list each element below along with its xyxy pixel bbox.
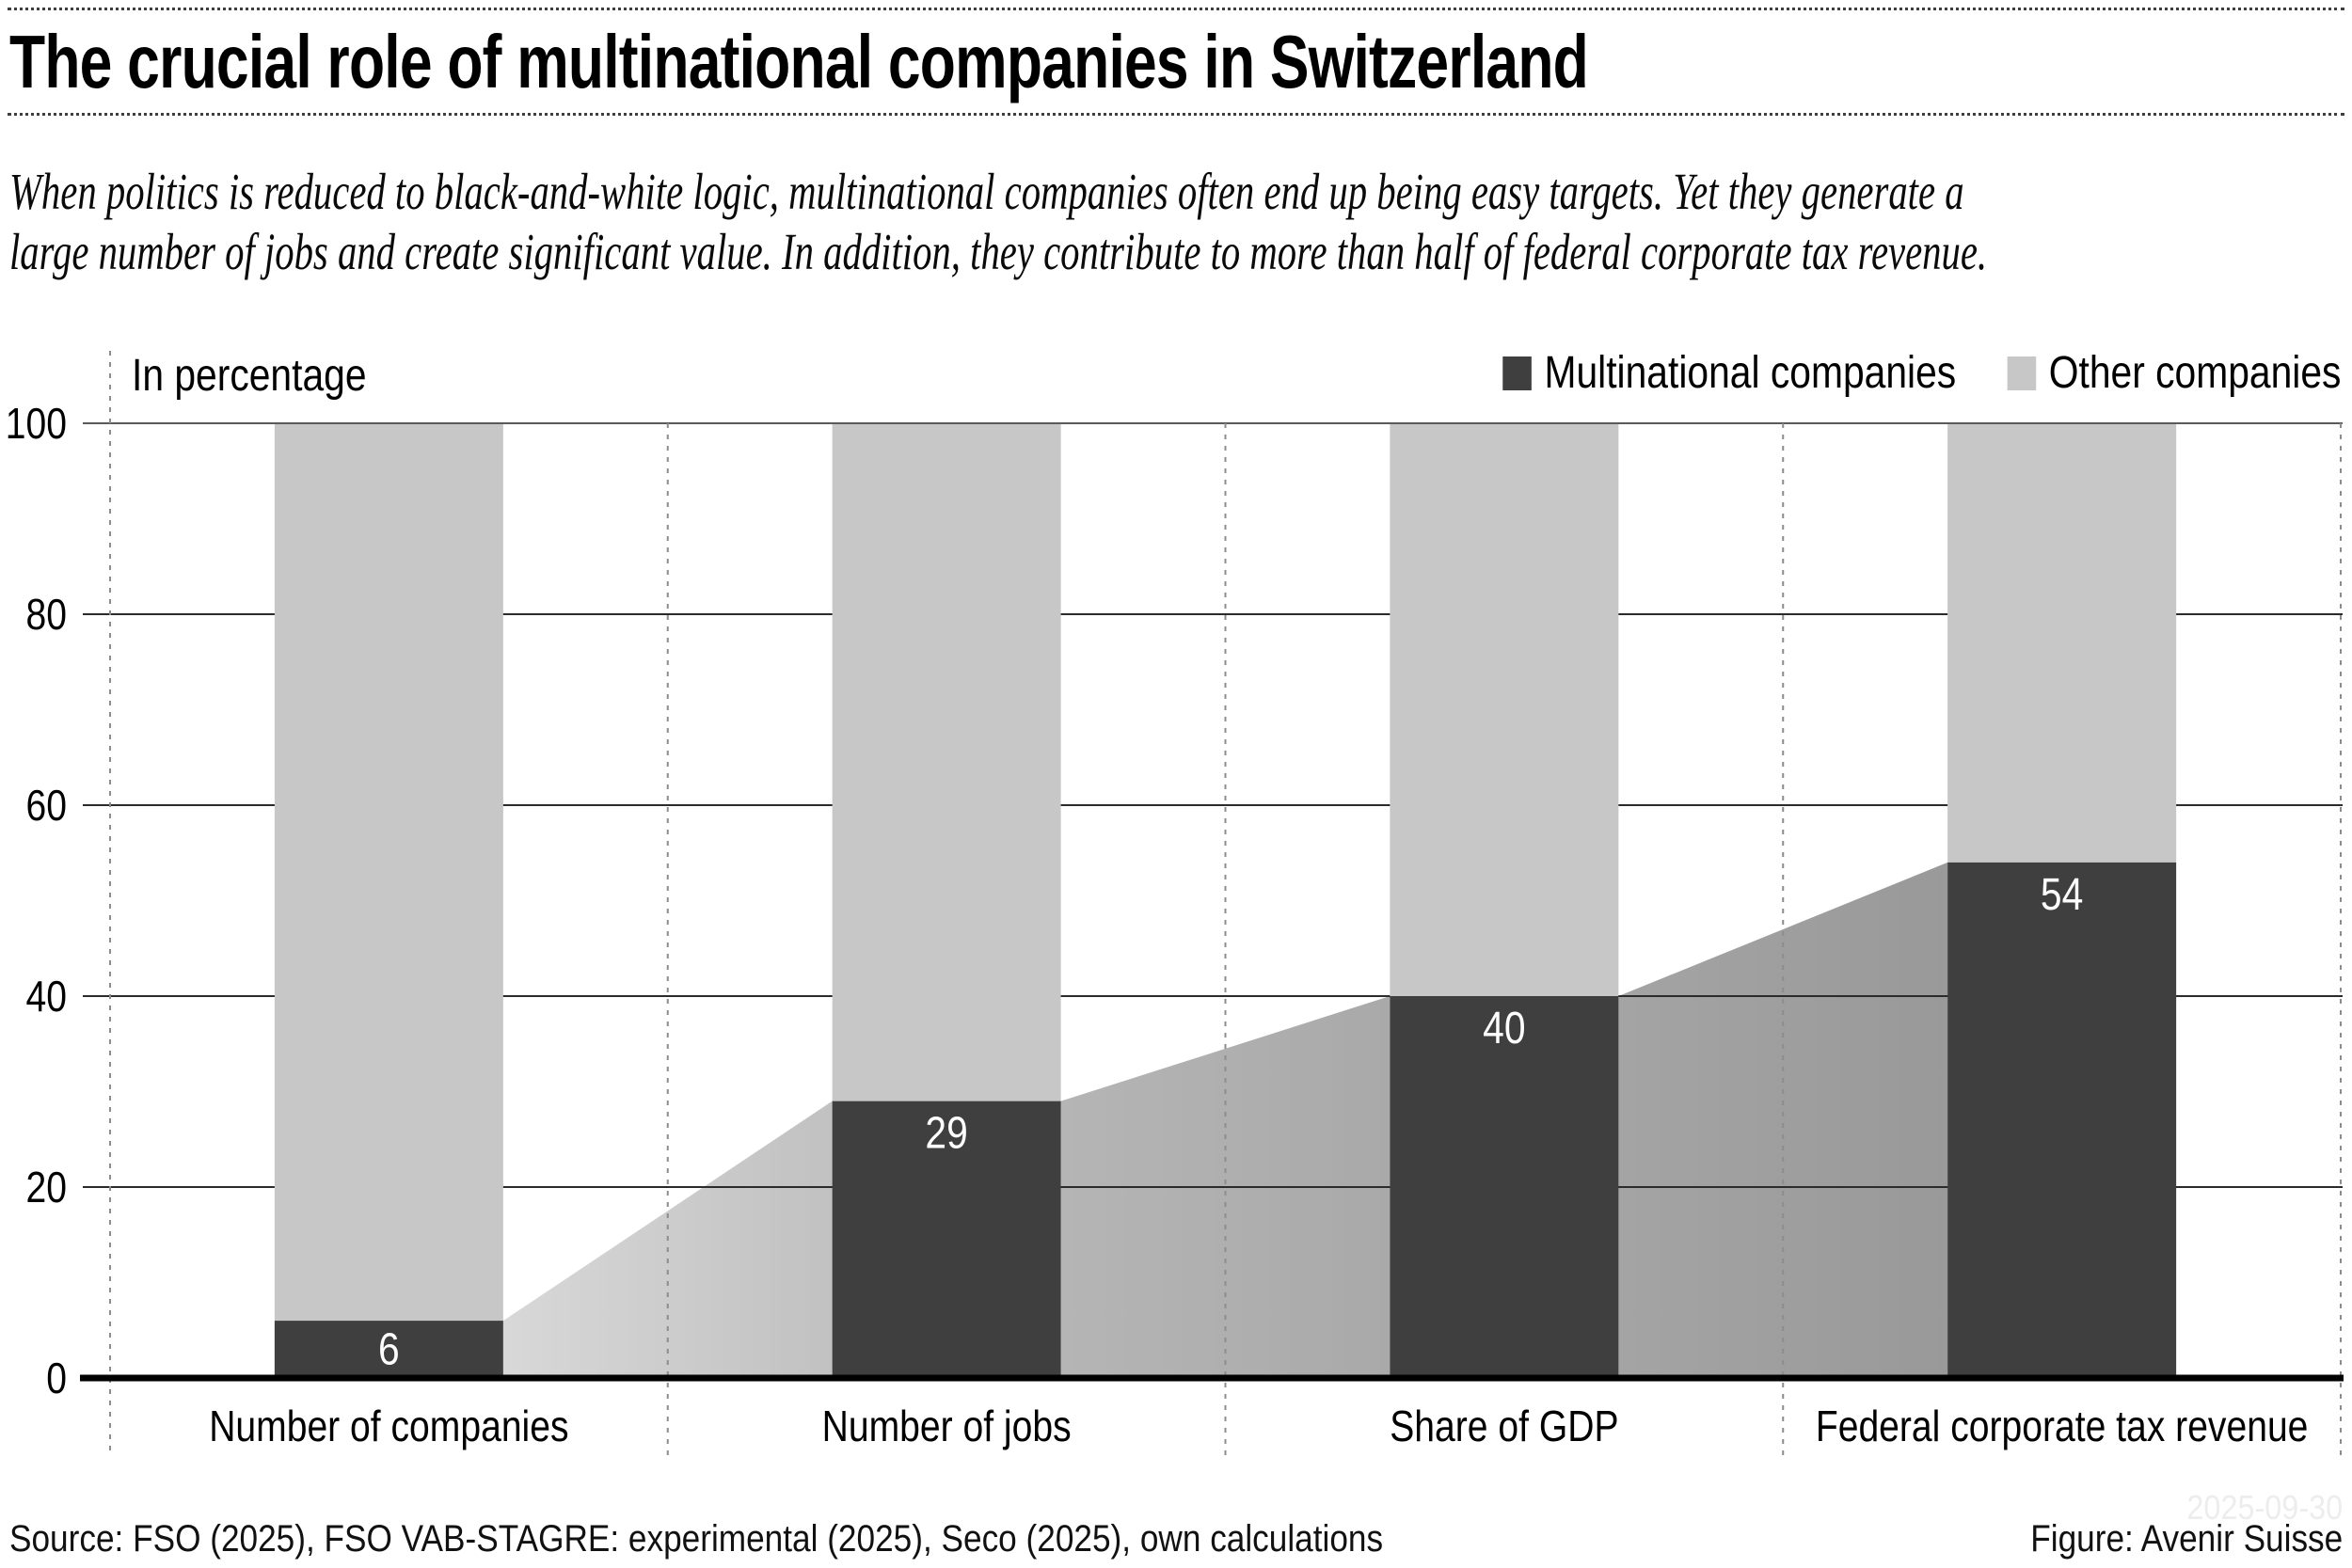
x-category-label: Share of GDP (1390, 1402, 1618, 1451)
bar-value-label: 54 (2041, 870, 2083, 920)
x-category-label: Federal corporate tax revenue (1816, 1402, 2309, 1451)
x-category-label: Number of jobs (822, 1402, 1072, 1451)
y-tick-label: 40 (26, 973, 67, 1022)
x-category-label: Number of companies (209, 1402, 568, 1451)
chart-subtitle-line2: large number of jobs and create signific… (9, 223, 1988, 280)
bar-multinational-segment (1947, 862, 2177, 1378)
title-dotted-rule (8, 113, 2344, 116)
bar-multinational-segment (1390, 996, 1619, 1378)
y-tick-label: 0 (46, 1354, 67, 1403)
legend-item-multinational: Multinational companies (1502, 347, 1956, 399)
bar-other-segment (832, 423, 1061, 1101)
bar-value-label: 40 (1483, 1004, 1525, 1053)
bar-multinational-segment (832, 1101, 1061, 1378)
bar-other-segment (1390, 423, 1619, 996)
chart-legend: Multinational companies Other companies (1502, 347, 2341, 399)
watermark-date: 2025-09-30 (2186, 1488, 2343, 1527)
legend-swatch-other-icon (2007, 356, 2036, 390)
source-text: Source: FSO (2025), FSO VAB-STAGRE: expe… (9, 1518, 1384, 1560)
y-tick-label: 20 (26, 1164, 67, 1212)
bar-value-label: 29 (925, 1109, 967, 1159)
bar-value-label: 6 (378, 1325, 400, 1375)
legend-item-other: Other companies (2007, 347, 2341, 399)
bar-other-segment (1947, 423, 2177, 863)
legend-swatch-multinational-icon (1502, 356, 1532, 390)
y-tick-label: 100 (6, 400, 67, 449)
legend-label-multinational: Multinational companies (1544, 348, 1956, 398)
figure-credit-text: Figure: Avenir Suisse (2030, 1518, 2343, 1560)
connector-area (1618, 862, 1948, 1378)
y-tick-label: 80 (26, 591, 67, 640)
legend-label-other: Other companies (2048, 348, 2341, 398)
y-axis-unit-label: In percentage (132, 351, 367, 401)
bar-other-segment (274, 423, 503, 1322)
chart-subtitle-line1: When politics is reduced to black-and-wh… (9, 163, 1964, 220)
page-title: The crucial role of multinational compan… (9, 20, 1589, 103)
bar-multinational-segment (274, 1321, 503, 1378)
top-dotted-rule (8, 8, 2344, 10)
y-tick-label: 60 (26, 782, 67, 831)
chart-text-layer: 0 20 40 60 80 100 6 29 40 54 Number of companies Nu… (6, 400, 2309, 1451)
